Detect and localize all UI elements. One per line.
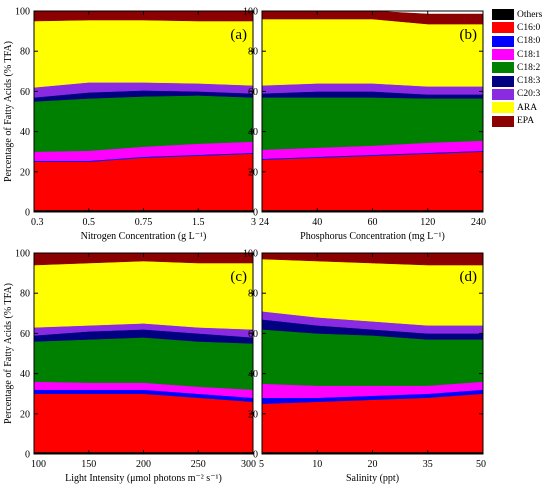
panel-d-ytick-label: 40 [248,369,258,380]
legend-swatch-c16-0 [492,22,514,34]
legend-label-epa: EPA [517,116,535,127]
panel-d-ytick-label: 60 [248,329,258,340]
panel-a-area-ara [33,19,254,88]
panel-a-area-c16-0 [33,153,254,211]
panel-c-ytick-label: 0 [25,450,30,461]
panel-b-xtick-label: 24 [259,217,269,228]
panel-c-area-c18-2 [33,337,254,390]
panel-d: 0 20 40 60 80 100 5 10 20 35 50 Salinity (ppt) (d) [243,249,486,485]
legend-label-others: Others [517,9,543,20]
panel-c-xtick-label: 100 [31,459,46,470]
panel-c-ytick-label: 100 [15,249,30,260]
legend-swatch-others [492,9,514,21]
legend-label-c18-3: C18:3 [517,76,541,87]
panel-a-xtick-label: 1.5 [192,217,205,228]
panel-b-ytick-label: 100 [243,7,258,18]
legend-item-c18-2: C18:2 [492,61,548,74]
legend-swatch-c20-3 [492,88,514,100]
legend-label-c20-3: C20:3 [517,89,541,100]
panel-b-label: (b) [460,27,478,43]
panel-a-xaxis-title: Nitrogen Concentration (g L⁻¹) [81,231,207,242]
legend-item-c18-1: C18:1 [492,48,548,61]
legend-swatch-c18-3 [492,75,514,87]
panel-b-ytick-label: 60 [248,87,258,98]
panel-b-xtick-label: 60 [368,217,378,228]
legend-label-c18-1: C18:1 [517,49,541,60]
legend-item-c20-3: C20:3 [492,88,548,101]
panel-d-xtick-label: 35 [423,459,433,470]
panel-c-ytick-label: 40 [20,369,30,380]
panel-a-ytick-label: 40 [20,127,30,138]
legend-swatch-c18-1 [492,49,514,61]
panel-c-area-ara [33,260,254,330]
panel-b-xtick-label: 240 [471,217,486,228]
legend-label-c18-0: C18:0 [517,36,541,47]
panel-a-ytick-label: 100 [15,7,30,18]
legend-label-c16-0: C16:0 [517,22,541,33]
panel-d-ytick-label: 0 [253,450,258,461]
panel-d-label: (d) [460,269,478,285]
legend-label-c18-2: C18:2 [517,62,541,73]
legend: Others C16:0 C18:0 C18:1 C18:2 C18:3 C20… [492,8,548,128]
panel-b-area-ara [261,18,484,87]
panel-a-xtick-label: 0.75 [135,217,153,228]
panel-d-xtick-label: 5 [259,459,264,470]
panel-d-xtick-label: 10 [312,459,322,470]
panel-c-ytick-label: 80 [20,289,30,300]
yaxis-title-bottom: Percentage of Fatty Acids (% TFA) [3,283,14,424]
panel-b-area-c18-2 [261,97,484,150]
panel-a-ytick-label: 20 [20,167,30,178]
panel-c-area-c16-0 [33,393,254,453]
panel-d-ytick-label: 80 [248,289,258,300]
legend-item-others: Others [492,8,548,21]
panel-b: 0 20 40 60 80 100 24 40 60 120 240 Phosphorus Conce… [243,7,486,243]
legend-swatch-ara [492,102,514,114]
panel-b-ytick-label: 20 [248,167,258,178]
panel-a-xtick-label: 0.3 [31,217,44,228]
panel-b-ytick-label: 40 [248,127,258,138]
legend-item-epa: EPA [492,114,548,127]
panel-a-label: (a) [230,27,247,43]
panel-c-ytick-label: 20 [20,409,30,420]
panel-c-xtick-label: 250 [191,459,206,470]
panel-b-ytick-label: 80 [248,47,258,58]
panel-b-ytick-label: 0 [253,208,258,219]
panel-d-ytick-label: 100 [243,249,258,260]
panel-d-ytick-label: 20 [248,409,258,420]
panel-c-label: (c) [230,269,247,285]
panel-b-xaxis-title: Phosphorus Concentration (mg L⁻¹) [300,231,445,242]
panel-c-xtick-label: 300 [241,459,256,470]
panel-b-xtick-label: 40 [312,217,322,228]
panel-a-ytick-label: 80 [20,47,30,58]
legend-swatch-c18-0 [492,35,514,47]
panel-a-xtick-label: 3 [251,217,256,228]
legend-swatch-epa [492,115,514,127]
panel-a: 0 20 40 60 80 100 0.3 0.5 0.75 1.5 3 Nitrogen Conce… [15,7,256,243]
legend-label-ara: ARA [517,102,538,113]
legend-swatch-c18-2 [492,62,514,74]
panel-c-xaxis-title: Light Intensity (μmol photons m⁻² s⁻¹) [65,473,222,484]
panel-d-xtick-label: 50 [476,459,486,470]
panel-d-xtick-label: 20 [368,459,378,470]
panel-d-xaxis-title: Salinity (ppt) [346,473,399,484]
panel-c-ytick-label: 60 [20,329,30,340]
legend-item-ara: ARA [492,101,548,114]
panel-b-area-c16-0 [261,151,484,211]
legend-item-c18-0: C18:0 [492,35,548,48]
yaxis-title-top: Percentage of Fatty Acids (% TFA) [3,41,14,182]
panel-c-xtick-label: 150 [81,459,96,470]
legend-item-c18-3: C18:3 [492,74,548,87]
legend-item-c16-0: C16:0 [492,21,548,34]
panel-b-xtick-label: 120 [420,217,435,228]
panel-a-xtick-label: 0.5 [83,217,96,228]
panel-a-ytick-label: 60 [20,87,30,98]
panel-a-ytick-label: 0 [25,208,30,219]
panel-c-xtick-label: 200 [136,459,151,470]
